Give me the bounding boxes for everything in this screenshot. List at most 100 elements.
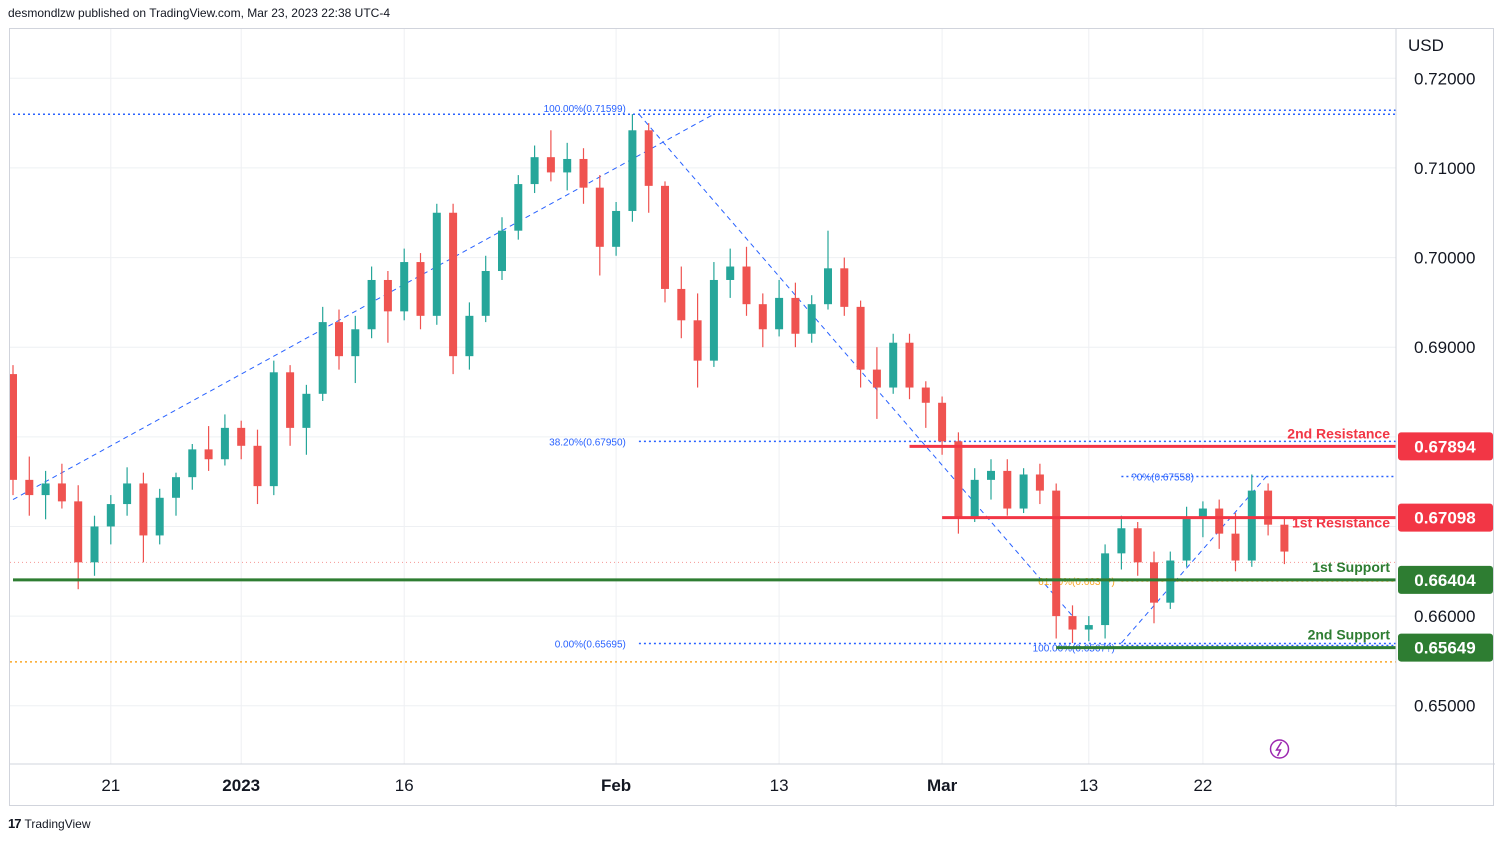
candle-down (204, 426, 213, 471)
candle-body (286, 372, 295, 428)
candle-down (905, 333, 914, 400)
candle-body (351, 329, 360, 357)
price-tick-label: 0.70000 (1414, 249, 1475, 268)
time-tick-label: 21 (101, 776, 120, 795)
chart-frame[interactable]: 100.00%(0.71599) 38.20%(0.67950) 0.00%(0.6… (9, 28, 1495, 807)
candle-body (889, 342, 898, 388)
candle-down (856, 300, 865, 388)
trend-line (12, 113, 715, 501)
candle-body (269, 372, 278, 487)
candle-body (1052, 490, 1061, 617)
candle-body (530, 157, 539, 185)
candle-body (546, 157, 555, 173)
candle-down (1150, 551, 1158, 624)
candle-up (302, 384, 311, 455)
candle-body (872, 369, 881, 388)
axes: USD 0.72000 0.71000 0.70000 0.69000 0.66000 0.… (10, 29, 1495, 807)
candle-down (1133, 521, 1142, 576)
levels: 2nd Resistance 0.67894 1st Resistance 0.670… (13, 425, 1493, 662)
candlestick-chart[interactable]: 100.00%(0.71599) 38.20%(0.67950) 0.00%(0.6… (10, 29, 1495, 807)
candle-body (775, 297, 784, 330)
candle-down (449, 203, 458, 375)
candle-down (10, 365, 17, 496)
candle-body (791, 297, 800, 334)
candle-down (383, 271, 392, 343)
candle-down (1003, 459, 1012, 516)
lightning-icon-bolt (1275, 741, 1283, 757)
candle-body (807, 304, 816, 334)
candle-down (286, 365, 295, 446)
candle-body (1019, 474, 1028, 509)
candle-down (25, 456, 34, 516)
candle-down (237, 420, 246, 460)
candle-body (237, 427, 246, 446)
candle-body (253, 445, 262, 487)
candle-body (41, 483, 50, 496)
support-price-badge (1398, 633, 1493, 662)
candle-up (481, 255, 490, 323)
candle-down (661, 181, 669, 303)
candle-body (579, 158, 588, 188)
candle-body (1150, 562, 1158, 603)
candle-body (155, 497, 164, 536)
candle-up (775, 279, 784, 337)
candle-up (123, 467, 132, 516)
candle-body (383, 279, 392, 312)
candle-down (1280, 517, 1289, 565)
candle-body (612, 210, 621, 247)
candle-body (220, 427, 229, 460)
candle-up (1019, 468, 1028, 514)
candle-down (742, 246, 751, 316)
candle-down (791, 282, 800, 348)
price-badge-label: 0.65649 (1414, 639, 1475, 658)
price-badge-label: 0.66404 (1414, 571, 1476, 590)
candle-body (204, 449, 213, 460)
candle-up (1101, 544, 1110, 639)
candle-body (106, 504, 115, 527)
lightning-icon (1269, 739, 1290, 759)
candle-body (595, 187, 604, 247)
candle-down (579, 148, 588, 204)
swing-line (1121, 474, 1269, 644)
candle-body (1117, 528, 1126, 554)
candle-body (465, 315, 474, 357)
candle-up (726, 248, 735, 298)
price-tick-label: 0.72000 (1414, 69, 1475, 88)
candle-body (498, 230, 506, 272)
support-level-label: 2nd Support (1308, 627, 1391, 643)
candle-body (824, 268, 832, 305)
candle-down (921, 381, 930, 428)
candle-up (514, 175, 523, 240)
candle-body (1215, 508, 1224, 534)
candle-body (840, 268, 849, 307)
candle-body (367, 279, 376, 330)
candle-body (726, 266, 735, 280)
candle-body (1133, 528, 1142, 563)
candle-body (644, 130, 653, 186)
candle-body (432, 212, 441, 316)
currency-label: USD (1408, 36, 1444, 55)
candle-body (938, 402, 947, 442)
candle-up (351, 315, 360, 384)
candle-body (172, 477, 180, 498)
candle-body (302, 393, 311, 428)
brand-name: TradingView (24, 816, 91, 831)
candle-body (758, 304, 767, 330)
candle-down (1215, 499, 1224, 549)
candle-down (1231, 513, 1240, 572)
candle-down (1068, 605, 1077, 643)
retracement-line (638, 113, 1073, 617)
tradingview-logo-icon: 17 (8, 816, 22, 831)
candle-up (269, 360, 278, 496)
candle-body (400, 262, 409, 312)
candle-up (318, 306, 327, 401)
price-tick-label: 0.69000 (1414, 338, 1475, 357)
price-tick-label: 0.71000 (1414, 159, 1475, 178)
candle-body (1280, 524, 1289, 552)
candle-up (220, 414, 229, 466)
time-tick-label: Mar (927, 776, 958, 795)
candle-body (693, 320, 702, 361)
brand-footer[interactable]: 17 TradingView (8, 816, 91, 831)
candle-up (188, 444, 197, 490)
candle-body (10, 374, 17, 480)
